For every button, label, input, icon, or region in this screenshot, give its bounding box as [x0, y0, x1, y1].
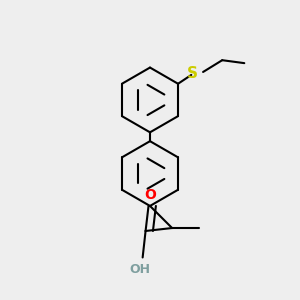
- Text: S: S: [187, 66, 198, 81]
- Text: OH: OH: [129, 263, 150, 276]
- Text: O: O: [144, 188, 156, 202]
